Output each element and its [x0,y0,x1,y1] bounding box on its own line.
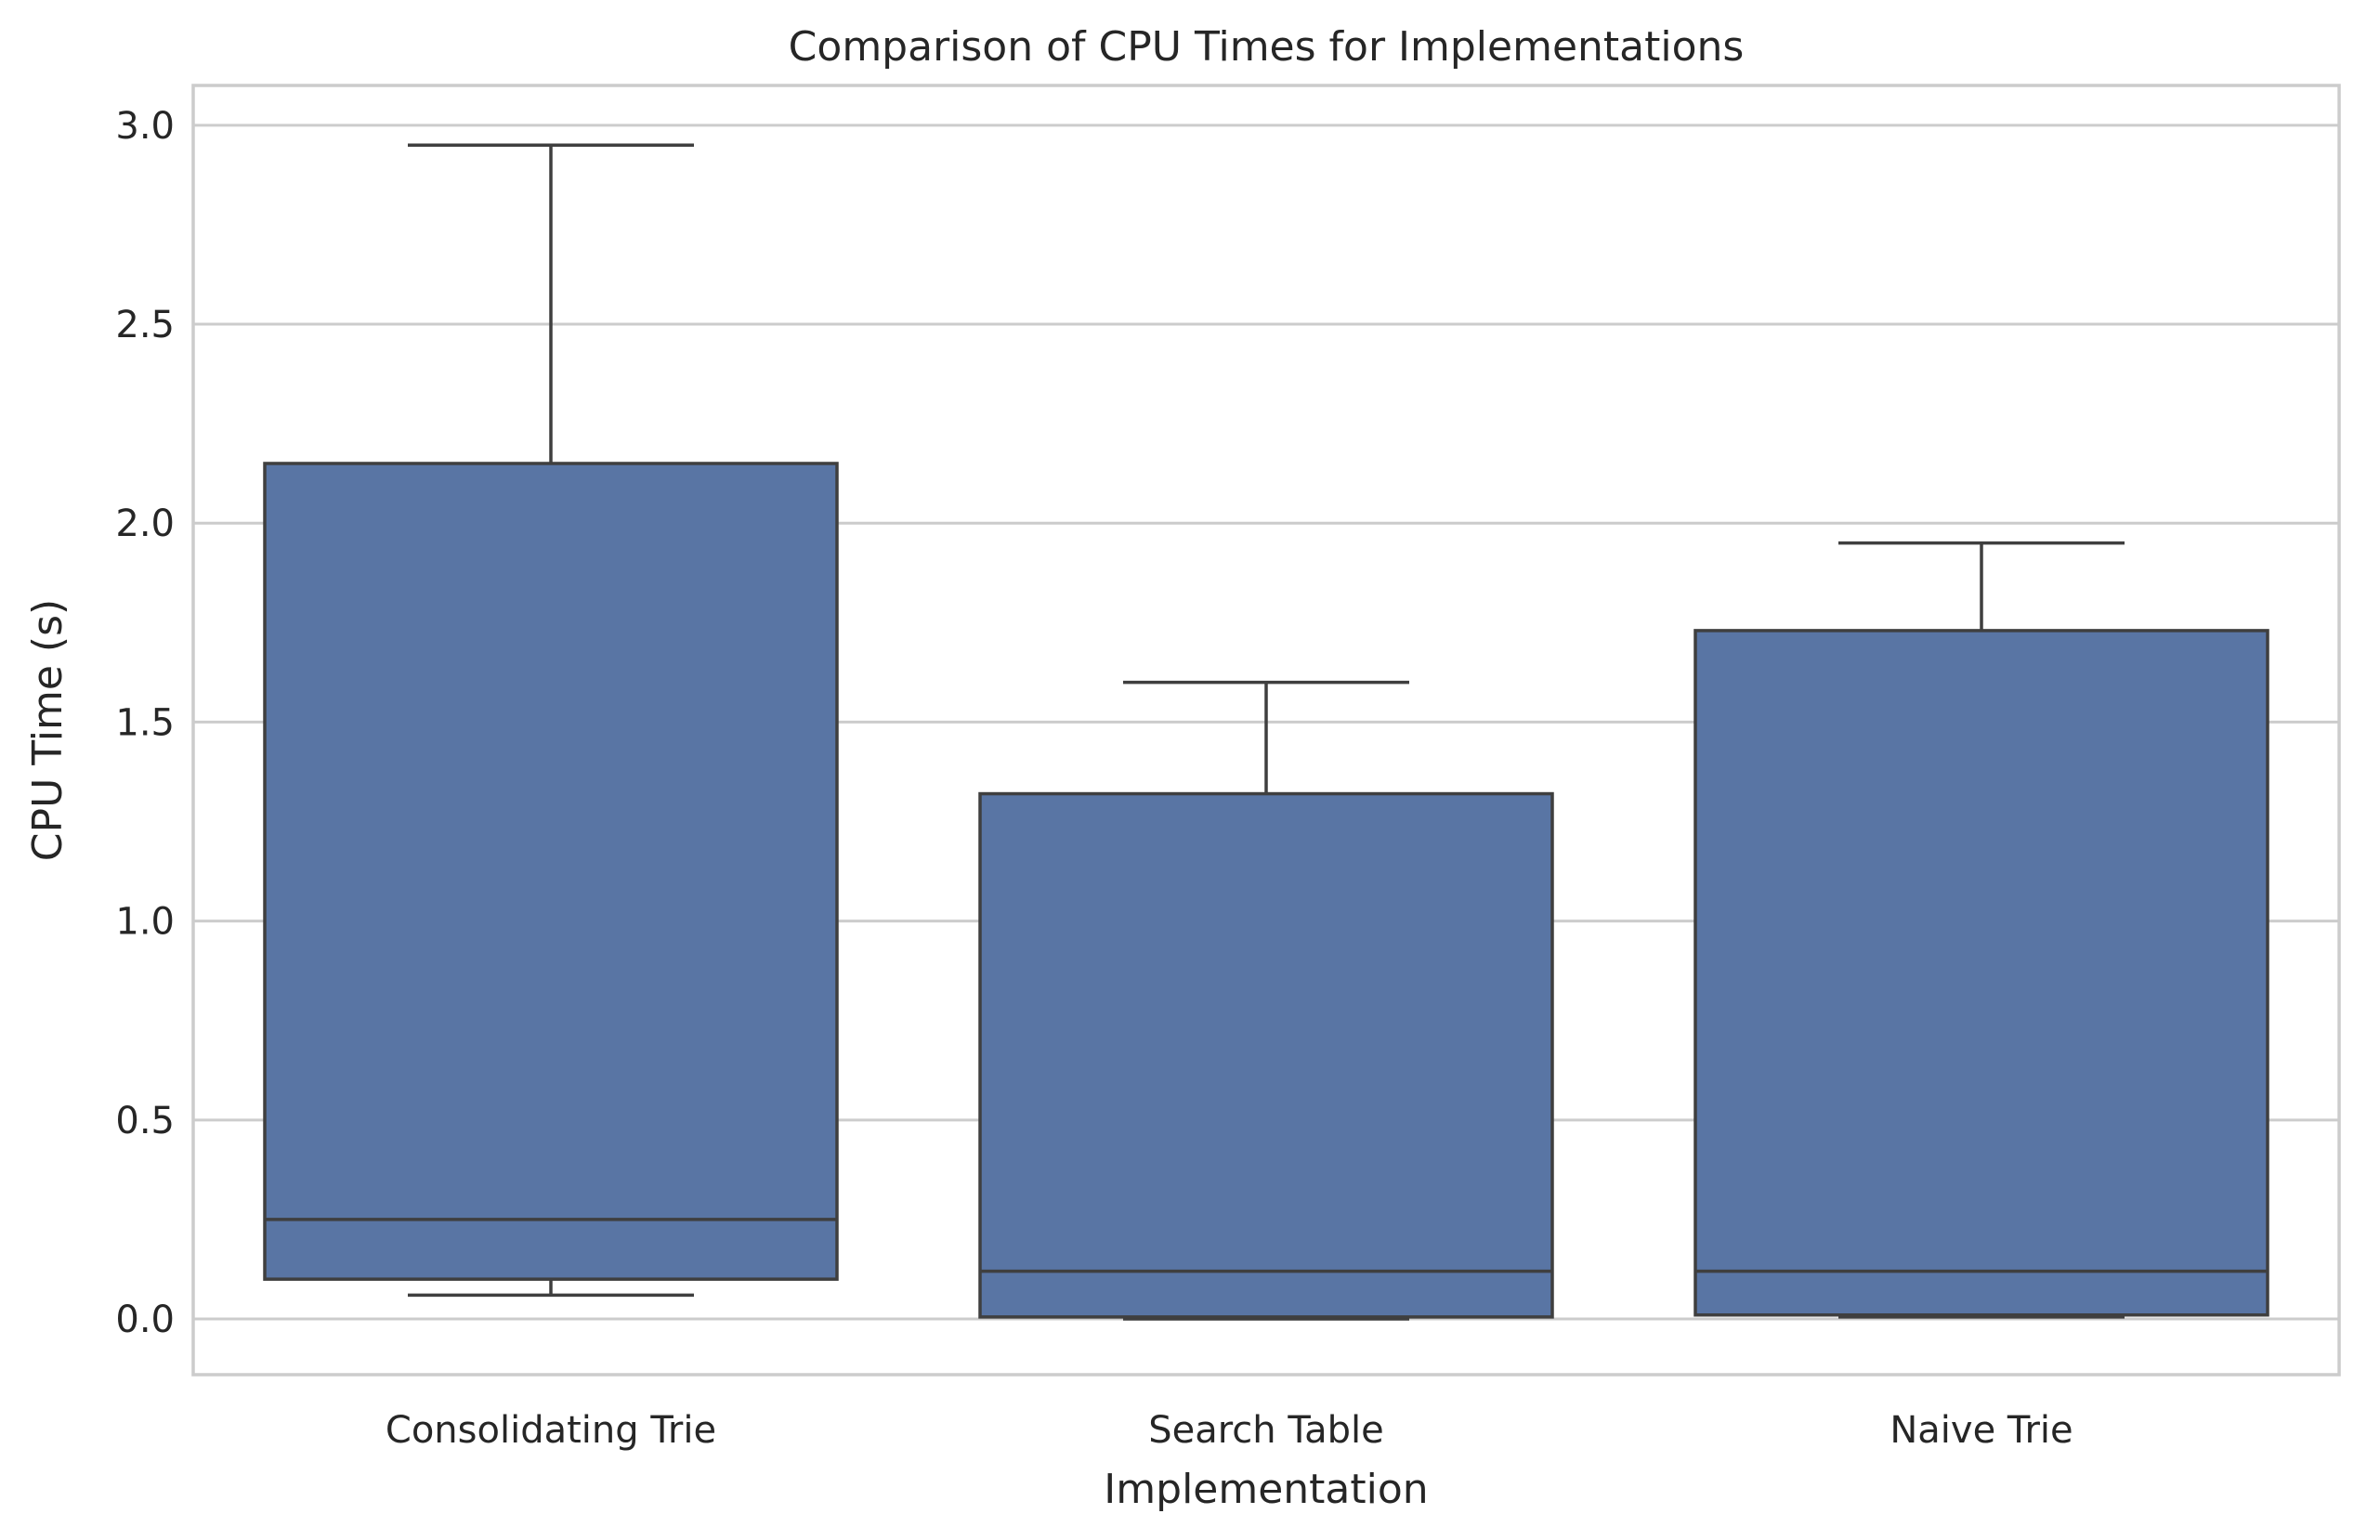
y-tick-label: 1.5 [115,701,175,744]
box-group [1693,541,2269,1319]
iqr-box [1693,629,2269,1317]
box-group [978,680,1554,1321]
y-axis-label: CPU Time (s) [24,599,72,861]
x-tick-label: Consolidating Trie [386,1409,716,1452]
y-tick-label: 0.0 [115,1299,175,1341]
y-tick-label: 2.5 [115,304,175,346]
plot-frame [191,84,2341,1377]
x-tick-label: Search Table [1148,1409,1384,1452]
y-tick-label: 1.0 [115,901,175,944]
x-axis-label: Implementation [1104,1466,1428,1513]
y-tick-label: 3.0 [115,105,175,148]
y-tick-label: 0.5 [115,1100,175,1142]
chart-title: Comparison of CPU Times for Implementati… [789,23,1745,71]
x-tick-label: Naive Trie [1890,1409,2073,1452]
iqr-box [263,462,839,1281]
box-plot-series [263,143,2269,1321]
box-group [263,143,839,1298]
x-axis-ticks: Consolidating Trie Search Table Naive Trie [386,1409,2073,1452]
iqr-box [978,791,1554,1319]
y-axis-ticks: 0.0 0.5 1.0 1.5 2.0 2.5 3.0 [115,105,175,1341]
y-tick-label: 2.0 [115,502,175,545]
